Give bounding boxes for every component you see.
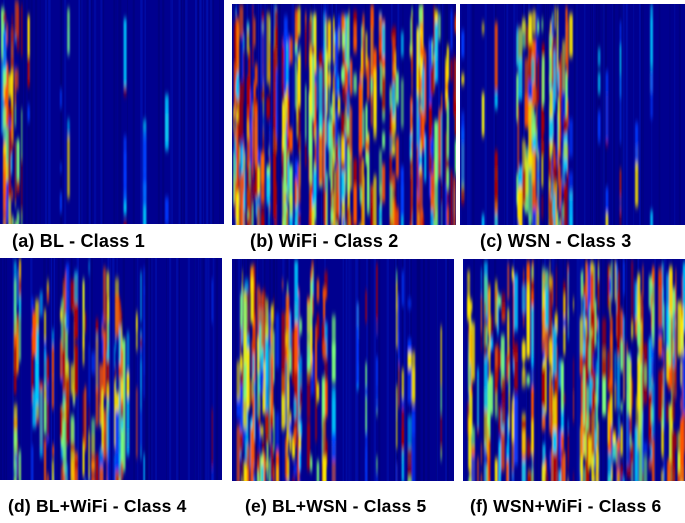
caption-class-6: (f) WSN+WiFi - Class 6 xyxy=(470,496,662,516)
caption-class-3: (c) WSN - Class 3 xyxy=(480,231,632,251)
spectrogram-image xyxy=(0,0,224,224)
spectrogram-image xyxy=(232,4,456,225)
caption-class-2: (b) WiFi - Class 2 xyxy=(250,231,399,251)
spectrogram-panel-class-4 xyxy=(0,258,222,480)
spectrogram-panel-class-1 xyxy=(0,0,224,224)
spectrogram-image xyxy=(0,258,222,480)
spectrogram-image xyxy=(460,4,685,225)
spectrogram-image xyxy=(463,259,685,481)
spectrogram-panel-class-2 xyxy=(232,4,456,225)
caption-class-5: (e) BL+WSN - Class 5 xyxy=(245,496,427,516)
spectrogram-panel-class-3 xyxy=(460,4,685,225)
spectrogram-image xyxy=(232,259,454,481)
spectrogram-panel-class-5 xyxy=(232,259,454,481)
caption-class-1: (a) BL - Class 1 xyxy=(12,231,145,251)
caption-class-4: (d) BL+WiFi - Class 4 xyxy=(8,496,187,516)
spectrogram-panel-class-6 xyxy=(463,259,685,481)
